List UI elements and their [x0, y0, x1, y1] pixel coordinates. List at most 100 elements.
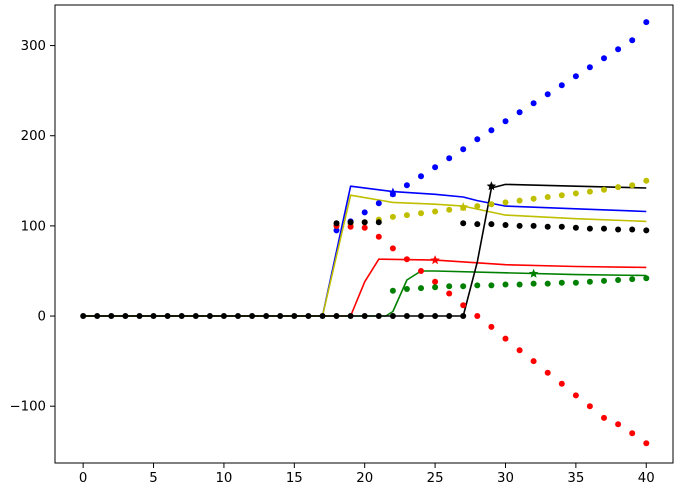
data-point — [474, 203, 481, 210]
data-point — [418, 313, 424, 319]
data-point — [403, 212, 410, 219]
data-point — [403, 313, 410, 319]
data-point — [249, 313, 256, 319]
y-tick-label: 200 — [21, 129, 46, 144]
data-point — [403, 182, 410, 189]
data-point — [558, 223, 565, 230]
data-point — [615, 277, 622, 283]
data-point — [432, 208, 439, 215]
data-point — [460, 313, 467, 319]
data-point — [572, 224, 579, 231]
data-point — [601, 414, 607, 421]
data-point — [586, 225, 593, 232]
star-marker — [388, 187, 398, 197]
data-point — [80, 313, 87, 319]
data-point — [474, 313, 481, 319]
data-point — [572, 73, 579, 80]
data-point — [418, 173, 424, 180]
data-point — [516, 347, 523, 354]
data-point — [389, 313, 396, 319]
data-point — [572, 190, 579, 197]
data-point — [446, 155, 453, 162]
x-tick-label: 15 — [286, 471, 303, 486]
data-point — [446, 283, 453, 290]
x-tick-label: 5 — [149, 471, 157, 486]
data-point — [572, 392, 579, 399]
data-point — [192, 313, 199, 319]
data-point — [446, 206, 453, 213]
data-point — [277, 313, 284, 319]
data-point — [530, 195, 537, 202]
data-point — [432, 284, 439, 291]
data-point — [389, 245, 396, 252]
data-point — [333, 220, 340, 227]
data-point — [586, 403, 593, 410]
data-point — [516, 197, 523, 204]
data-point — [516, 109, 523, 116]
data-point — [460, 146, 467, 153]
data-point — [601, 277, 607, 284]
data-point — [446, 313, 453, 319]
star-marker — [486, 181, 497, 191]
data-point — [122, 313, 129, 319]
data-point — [474, 221, 481, 228]
data-point — [347, 313, 354, 319]
data-point — [474, 282, 481, 289]
data-point — [136, 313, 143, 319]
data-point — [432, 278, 439, 285]
data-point — [643, 177, 650, 184]
data-point — [389, 213, 396, 220]
data-point — [502, 222, 509, 228]
data-point — [544, 223, 551, 230]
data-point — [629, 276, 636, 283]
y-tick-label: 100 — [21, 219, 46, 234]
data-point — [333, 313, 340, 319]
data-point — [474, 136, 481, 143]
data-point — [432, 164, 439, 171]
data-point — [544, 280, 551, 287]
data-point — [488, 282, 495, 289]
data-point — [586, 188, 593, 195]
data-point — [347, 219, 354, 226]
y-axis: −100 0 100 200 300 — [9, 39, 55, 415]
data-point — [544, 194, 551, 200]
data-point — [361, 209, 368, 216]
plot-area — [54, 4, 674, 464]
data-point — [150, 313, 157, 319]
star-marker — [528, 268, 539, 278]
data-point — [178, 313, 185, 319]
data-point — [305, 313, 312, 319]
plot-frame — [54, 4, 674, 464]
x-tick-label: 30 — [497, 471, 514, 486]
series-line — [83, 194, 647, 317]
data-point — [544, 91, 551, 98]
series-line — [83, 185, 647, 317]
data-point — [572, 279, 579, 286]
data-point — [389, 287, 396, 294]
data-point — [629, 37, 636, 44]
data-point — [615, 46, 622, 53]
data-point — [488, 323, 495, 330]
data-point — [502, 281, 509, 288]
data-point — [643, 275, 650, 282]
star-marker — [458, 202, 468, 211]
data-point — [516, 281, 523, 288]
data-point — [516, 222, 523, 229]
data-point — [361, 219, 368, 226]
data-point — [291, 313, 298, 319]
data-point — [375, 233, 382, 240]
data-point — [206, 313, 213, 319]
data-point — [530, 222, 537, 229]
data-point — [460, 302, 467, 309]
data-point — [502, 335, 509, 342]
data-point — [418, 285, 424, 292]
data-point — [530, 280, 537, 287]
data-point — [615, 226, 622, 233]
y-tick-label: 300 — [21, 39, 46, 54]
data-point — [488, 221, 495, 228]
data-point — [558, 82, 565, 89]
data-point — [375, 313, 382, 319]
data-point — [220, 313, 227, 319]
data-point — [347, 223, 354, 230]
